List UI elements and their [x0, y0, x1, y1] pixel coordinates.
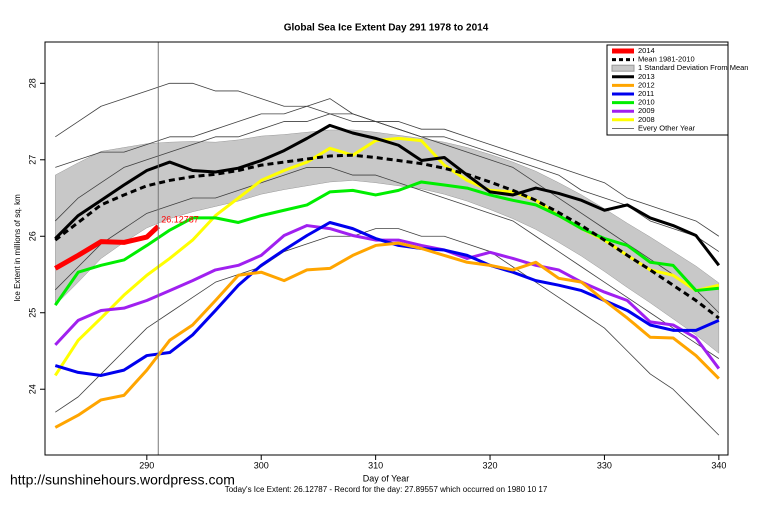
legend-label: 2010	[638, 98, 655, 107]
legend-label: Every Other Year	[638, 123, 696, 132]
x-tick-label: 300	[254, 460, 269, 470]
series-line	[54, 224, 160, 271]
x-tick-label: 310	[368, 460, 383, 470]
footer: Today's Ice Extent: 26.12787 - Record fo…	[225, 485, 548, 494]
x-tick-label: 290	[139, 460, 154, 470]
series-line	[54, 123, 721, 267]
series-line	[54, 153, 720, 320]
y-tick-label: 28	[27, 78, 37, 88]
legend-label: 2011	[638, 89, 654, 98]
x-axis-label: Day of Year	[363, 473, 410, 483]
y-tick-label: 27	[27, 155, 37, 165]
series-line	[54, 180, 719, 306]
series-line	[54, 224, 721, 370]
legend-label: 2009	[638, 106, 655, 115]
legend-swatch	[611, 64, 635, 72]
x-tick-label: 330	[597, 460, 612, 470]
legend-label: 1 Standard Deviation From Mean	[638, 63, 748, 72]
x-tick-label: 320	[483, 460, 498, 470]
legend-label: 2012	[638, 80, 655, 89]
legend-label: 2008	[638, 115, 655, 124]
other-year-line	[55, 167, 720, 359]
legend-label: Mean 1981-2010	[638, 55, 695, 64]
sd-band	[55, 129, 720, 354]
y-tick-label: 24	[27, 384, 37, 394]
y-axis-label: Ice Extent in millions of sq. km	[13, 194, 22, 302]
other-year-line	[55, 228, 720, 436]
legend-label: 2013	[638, 72, 655, 81]
watermark: http://sunshinehours.wordpress.com	[10, 472, 235, 488]
chart-title: Global Sea Ice Extent Day 291 1978 to 20…	[284, 23, 489, 34]
other-year-line	[55, 113, 720, 314]
series-layer	[54, 82, 721, 436]
annotation: 26.12787	[161, 215, 199, 225]
legend-label: 2014	[638, 46, 655, 55]
series-line	[54, 241, 720, 429]
y-tick-label: 25	[27, 308, 37, 318]
other-year-line	[55, 82, 720, 237]
y-tick-label: 26	[27, 231, 37, 241]
x-tick-label: 340	[711, 460, 726, 470]
plot-frame	[44, 41, 729, 456]
series-line	[54, 136, 720, 377]
